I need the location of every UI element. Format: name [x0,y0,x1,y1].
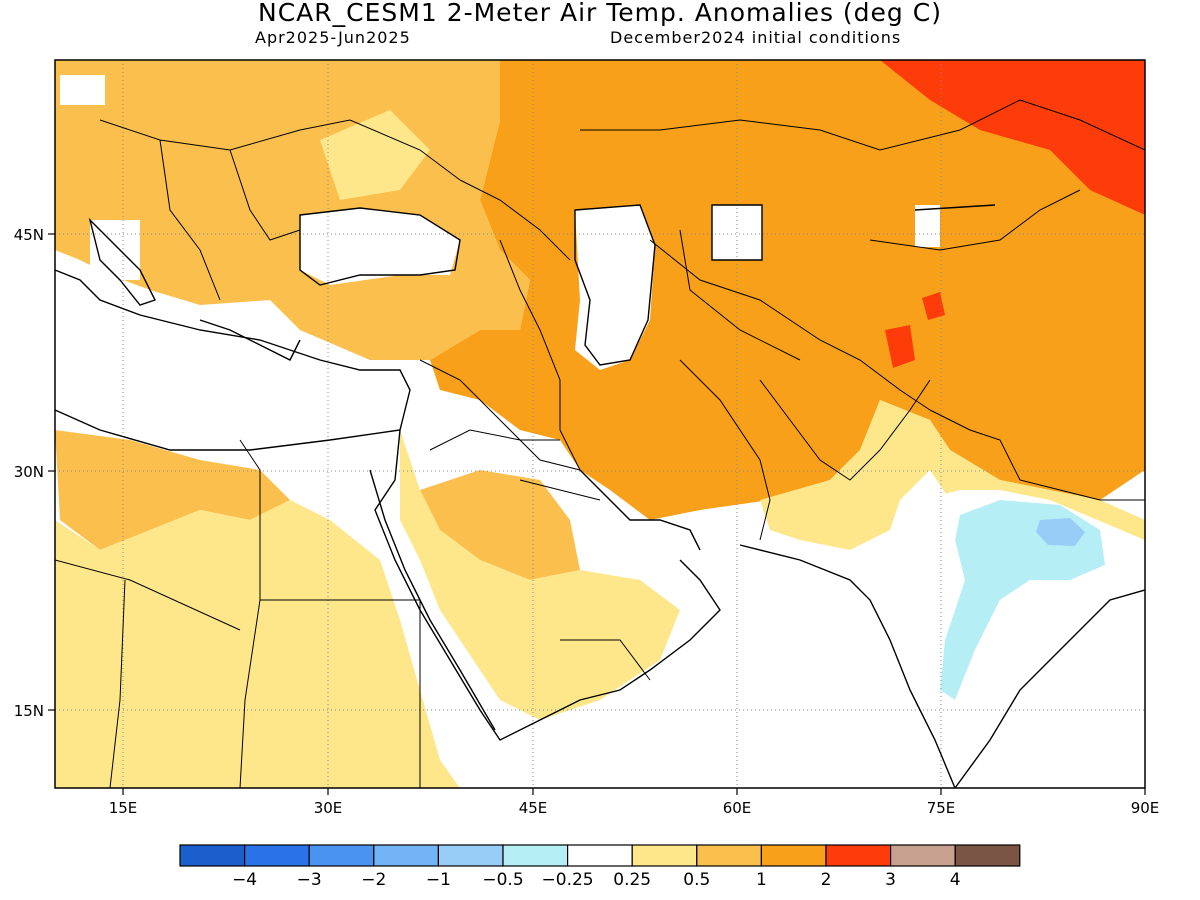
coastlines [55,204,1145,788]
colorbar-swatch-3 [373,844,439,867]
lat-label-45n: 45N [14,226,44,244]
anomaly-region-2-to-3-northeast [880,60,1145,215]
initial-conditions: December2024 initial conditions [610,28,902,47]
anomaly-region-1-to-2 [430,60,1145,520]
anomaly-region-2-to-3-tianshan [922,292,945,320]
graticule [55,60,1145,788]
colorbar-label-6: 0.25 [613,870,651,890]
colorbar-label-9: 2 [821,870,832,890]
lon-label-30e: 30E [314,799,343,817]
map-frame [54,59,1146,789]
near-zero-india [520,470,1145,788]
anomaly-region-0.25-to-0.5-south-asia [760,400,1145,550]
anomaly-region-0.25-to-0.5-africa [55,500,460,788]
colorbar-swatch-2 [308,844,375,867]
anomaly-region-neg-1-to-neg-0.5 [1036,518,1085,546]
tick-marks [48,233,1146,795]
lon-label-60e: 60E [723,799,752,817]
lon-label-90e: 90E [1131,799,1160,817]
latitude-labels: 45N 30N 15N [14,226,44,720]
anomaly-region-0.25-to-0.5-arabia [400,430,680,720]
colorbar-label-0: −4 [232,870,257,890]
anomaly-region-0.25-to-0.5-anatolia [320,110,430,200]
near-zero-balkhash [915,205,940,247]
colorbar-swatch-9 [760,844,827,867]
colorbar-swatch-4 [437,844,504,867]
colorbar-swatch-0 [179,844,246,867]
forecast-period: Apr2025-Jun2025 [255,28,411,47]
colorbar-label-5: −0.25 [542,870,594,890]
colorbar-label-3: −1 [426,870,451,890]
near-zero-central-europe [60,75,105,105]
lat-label-15n: 15N [14,702,44,720]
colorbar-label-11: 4 [950,870,961,890]
colorbar-label-1: −3 [297,870,322,890]
longitude-labels: 15E 30E 45E 60E 75E 90E [109,799,1160,817]
anomaly-region-neg-0.5-to-neg-0.25 [940,500,1105,700]
colorbar-label-10: 3 [885,870,896,890]
near-zero-caspian-sea [575,205,655,370]
lon-label-75e: 75E [927,799,956,817]
colorbar-swatch-11 [889,844,956,867]
near-zero-black-sea [300,208,460,285]
lat-label-30n: 30N [14,463,44,481]
colorbar-label-7: 0.5 [683,870,710,890]
map-panel [55,60,1145,788]
anomaly-region-0.5-to-1-africa [55,430,290,550]
colorbar-swatch-5 [502,844,569,867]
colorbar-swatch-7 [631,844,698,867]
colorbar-legend: −4 −3 −2 −1 −0.5 −0.25 0.25 0.5 1 2 3 4 [179,844,1021,890]
colorbar-label-2: −2 [361,870,386,890]
map-title: NCAR_CESM1 2-Meter Air Temp. Anomalies (… [258,0,942,27]
colorbar-swatch-1 [244,844,310,867]
near-zero-italy [90,220,140,280]
anomaly-region-0.5-to-1-arabia [420,470,580,580]
near-zero-mediterranean [55,320,410,450]
colorbar-swatch-12 [954,844,1021,867]
anomaly-region-2-to-3-pamir [885,325,915,368]
colorbar-swatch-8 [696,844,762,867]
country-borders [55,99,1145,788]
colorbar-label-8: 1 [756,870,767,890]
lon-label-45e: 45E [519,799,548,817]
colorbar-swatch-10 [825,844,892,867]
colorbar-swatch-6 [566,844,633,867]
colorbar-label-4: −0.5 [482,870,523,890]
lon-label-15e: 15E [109,799,138,817]
near-zero-red-sea [370,470,500,710]
